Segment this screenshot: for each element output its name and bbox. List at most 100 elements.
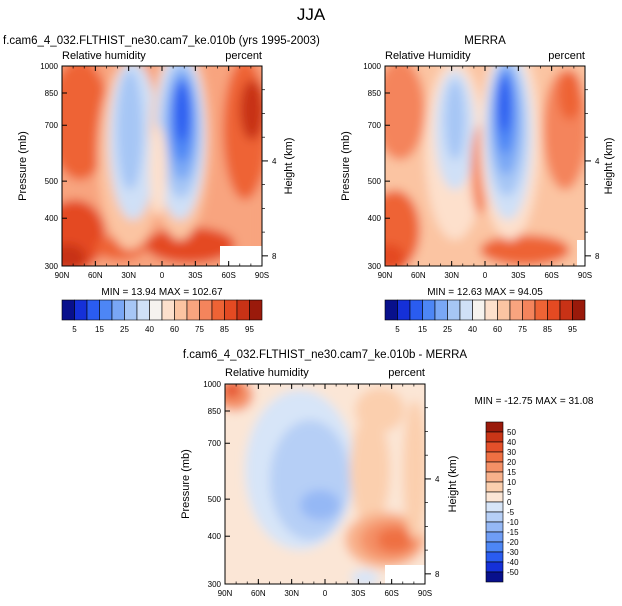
diff-colorbar-label: 15 — [507, 468, 516, 477]
colorbar-swatch — [472, 299, 486, 321]
diff-y-tick-label: 300 — [208, 580, 222, 589]
diff-colorbar-swatch — [485, 461, 504, 473]
diff-colorbar-label: -10 — [507, 518, 519, 527]
model-y-axis-title: Pressure (mb) — [17, 131, 29, 201]
colorbar-label: 75 — [518, 325, 527, 334]
diff-x-tick-label: 30S — [351, 589, 365, 598]
model-panel: f.cam6_4_032.FLTHIST_ne30.cam7_ke.010b (… — [3, 35, 320, 298]
obs-x-tick-label: 30S — [511, 271, 525, 280]
colorbar-swatch — [174, 299, 188, 321]
model-y-tick-label: 300 — [45, 262, 59, 271]
diff-colorbar-swatch — [485, 531, 504, 543]
obs-x-tick-label: 30N — [444, 271, 459, 280]
model-x-tick-label: 30N — [121, 271, 136, 280]
obs-x-tick-label: 0 — [483, 271, 488, 280]
model-y2-tick-label: 4 — [272, 157, 277, 166]
diff-colorbar-swatch — [485, 421, 504, 433]
colorbar-swatch — [211, 299, 225, 321]
model-y-tick-label: 1000 — [40, 62, 58, 71]
diff-colorbar-swatch — [485, 501, 504, 513]
obs-y-tick-label: 850 — [368, 89, 382, 98]
diff-colorbar-swatch — [485, 551, 504, 563]
colorbar-swatch — [384, 299, 398, 321]
diff-colorbar-label: -30 — [507, 548, 519, 557]
model-x-tick-label: 0 — [160, 271, 165, 280]
diff-colorbar-swatch — [485, 521, 504, 533]
colorbar-swatch — [249, 299, 263, 321]
colorbar-swatch — [447, 299, 461, 321]
obs-y-tick-label: 1000 — [363, 62, 381, 71]
colorbar-swatch — [409, 299, 423, 321]
diff-colorbar-label: 50 — [507, 428, 516, 437]
diff-panel-title: f.cam6_4_032.FLTHIST_ne30.cam7_ke.010b -… — [183, 349, 468, 361]
colorbar-swatch — [136, 299, 150, 321]
colorbar-swatch — [522, 299, 536, 321]
model-stats: MIN = 13.94 MAX = 102.67 — [101, 287, 223, 298]
diff-right-label: percent — [388, 367, 425, 379]
abs-colorbar-left: 5 15 25 40 60 75 85 95 — [61, 299, 263, 334]
colorbar-swatch — [434, 299, 448, 321]
colorbar-swatch — [547, 299, 561, 321]
model-y-tick-label: 850 — [45, 89, 59, 98]
diff-left-label: Relative humidity — [225, 367, 309, 379]
colorbar-swatch — [509, 299, 523, 321]
colorbar-label: 15 — [418, 325, 427, 334]
model-x-tick-label: 30S — [188, 271, 202, 280]
diff-y-tick-label: 500 — [208, 495, 222, 504]
diff-colorbar-swatch — [485, 441, 504, 453]
colorbar-swatch — [224, 299, 238, 321]
model-x-tick-label: 90S — [255, 271, 269, 280]
colorbar-label: 25 — [120, 325, 129, 334]
colorbar-label: 95 — [568, 325, 577, 334]
colorbar-label: 40 — [145, 325, 154, 334]
colorbar-swatch — [149, 299, 163, 321]
diff-colorbar-swatch — [485, 471, 504, 483]
colorbar-swatch — [199, 299, 213, 321]
colorbar-swatch — [161, 299, 175, 321]
obs-y-tick-label: 400 — [368, 214, 382, 223]
diff-colorbar-label: 20 — [507, 458, 516, 467]
model-panel-title: f.cam6_4_032.FLTHIST_ne30.cam7_ke.010b (… — [3, 35, 320, 47]
colorbar-swatch — [186, 299, 200, 321]
colorbar-label: 60 — [170, 325, 179, 334]
obs-x-tick-label: 90S — [578, 271, 592, 280]
model-right-label: percent — [225, 50, 262, 62]
diff-colorbar-label: -15 — [507, 528, 519, 537]
diff-y2-tick-label: 8 — [435, 570, 440, 579]
diff-x-tick-label: 0 — [323, 589, 328, 598]
diff-colorbar-swatch — [485, 571, 504, 583]
colorbar-swatch — [111, 299, 125, 321]
diff-colorbar-label: 0 — [507, 498, 512, 507]
model-x-tick-label: 60S — [222, 271, 236, 280]
obs-right-label: percent — [548, 50, 585, 62]
diff-colorbar-swatch — [485, 481, 504, 493]
obs-y-axis-title: Pressure (mb) — [340, 131, 352, 201]
obs-y-tick-label: 500 — [368, 177, 382, 186]
diff-colorbar-label: -20 — [507, 538, 519, 547]
colorbar-swatch — [124, 299, 138, 321]
colorbar-swatch — [559, 299, 573, 321]
model-contour-field — [62, 66, 262, 266]
model-y-tick-label: 500 — [45, 177, 59, 186]
diff-y-tick-label: 850 — [208, 407, 222, 416]
obs-y2-tick-label: 8 — [595, 252, 600, 261]
colorbar-swatch — [534, 299, 548, 321]
diff-y-tick-label: 700 — [208, 439, 222, 448]
diff-y2-axis-title: Height (km) — [447, 456, 459, 513]
main-title: JJA — [296, 5, 326, 24]
obs-y2-tick-label: 4 — [595, 157, 600, 166]
diff-x-tick-label: 90S — [418, 589, 432, 598]
obs-y-tick-label: 300 — [368, 262, 382, 271]
obs-panel-title: MERRA — [464, 35, 506, 47]
diff-colorbar-swatch — [485, 431, 504, 443]
obs-y2-axis-title: Height (km) — [603, 138, 615, 195]
colorbar-swatch — [236, 299, 250, 321]
colorbar-swatch — [422, 299, 436, 321]
colorbar-swatch — [61, 299, 75, 321]
obs-left-label: Relative Humidity — [385, 50, 471, 62]
obs-contour-field — [385, 66, 585, 266]
diff-stats: MIN = -12.75 MAX = 31.08 — [475, 396, 594, 407]
obs-x-tick-label: 90N — [378, 271, 393, 280]
diff-y-tick-label: 1000 — [203, 380, 221, 389]
